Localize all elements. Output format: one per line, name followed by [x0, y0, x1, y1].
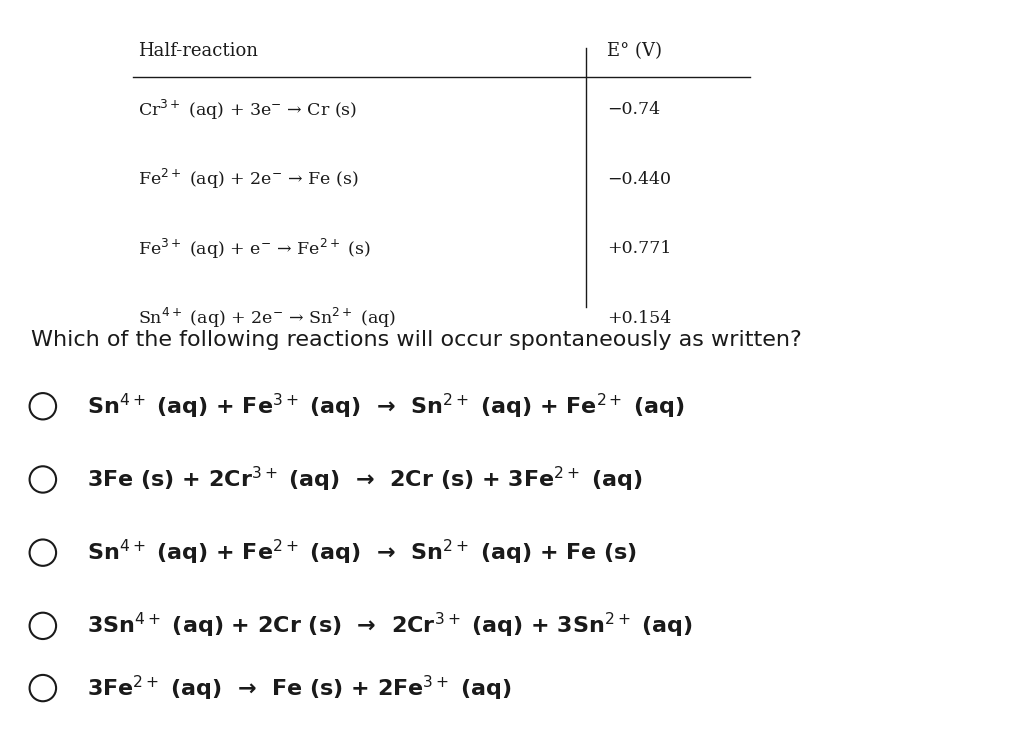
- Text: −0.74: −0.74: [606, 101, 659, 119]
- Text: Sn$^{4+}$ (aq) + Fe$^{3+}$ (aq)  →  Sn$^{2+}$ (aq) + Fe$^{2+}$ (aq): Sn$^{4+}$ (aq) + Fe$^{3+}$ (aq) → Sn$^{2…: [87, 392, 684, 421]
- Text: Sn$^{4+}$ (aq) + Fe$^{2+}$ (aq)  →  Sn$^{2+}$ (aq) + Fe (s): Sn$^{4+}$ (aq) + Fe$^{2+}$ (aq) → Sn$^{2…: [87, 538, 636, 567]
- Text: +0.771: +0.771: [606, 240, 671, 258]
- Text: 3Fe$^{2+}$ (aq)  →  Fe (s) + 2Fe$^{3+}$ (aq): 3Fe$^{2+}$ (aq) → Fe (s) + 2Fe$^{3+}$ (a…: [87, 673, 511, 703]
- Text: 3Sn$^{4+}$ (aq) + 2Cr (s)  →  2Cr$^{3+}$ (aq) + 3Sn$^{2+}$ (aq): 3Sn$^{4+}$ (aq) + 2Cr (s) → 2Cr$^{3+}$ (…: [87, 611, 692, 640]
- Text: Half-reaction: Half-reaction: [138, 42, 258, 60]
- Text: Fe$^{2+}$ (aq) + 2e$^{-}$ → Fe (s): Fe$^{2+}$ (aq) + 2e$^{-}$ → Fe (s): [138, 168, 358, 191]
- Text: −0.440: −0.440: [606, 171, 671, 188]
- Text: +0.154: +0.154: [606, 310, 671, 327]
- Text: E° (V): E° (V): [606, 42, 661, 60]
- Text: Which of the following reactions will occur spontaneously as written?: Which of the following reactions will oc…: [31, 330, 801, 351]
- Text: Fe$^{3+}$ (aq) + e$^{-}$ → Fe$^{2+}$ (s): Fe$^{3+}$ (aq) + e$^{-}$ → Fe$^{2+}$ (s): [138, 237, 370, 261]
- Text: 3Fe (s) + 2Cr$^{3+}$ (aq)  →  2Cr (s) + 3Fe$^{2+}$ (aq): 3Fe (s) + 2Cr$^{3+}$ (aq) → 2Cr (s) + 3F…: [87, 465, 642, 494]
- Text: Sn$^{4+}$ (aq) + 2e$^{-}$ → Sn$^{2+}$ (aq): Sn$^{4+}$ (aq) + 2e$^{-}$ → Sn$^{2+}$ (a…: [138, 307, 395, 330]
- Text: Cr$^{3+}$ (aq) + 3e$^{-}$ → Cr (s): Cr$^{3+}$ (aq) + 3e$^{-}$ → Cr (s): [138, 98, 357, 122]
